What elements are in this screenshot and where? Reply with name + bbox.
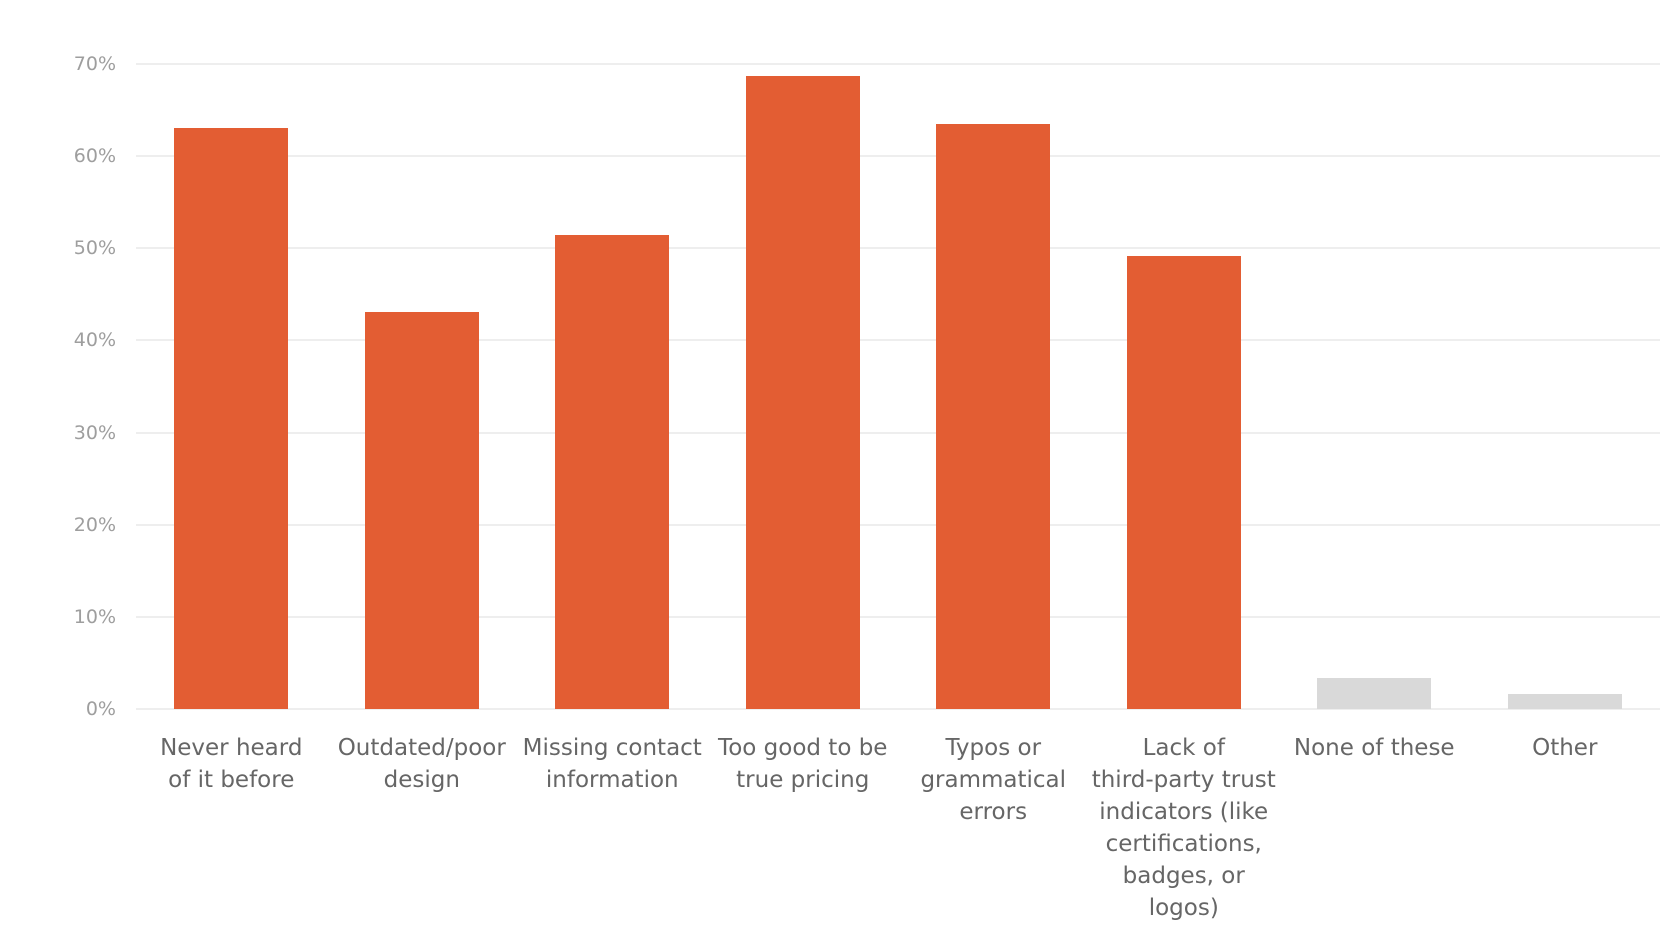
bar[interactable] — [1317, 677, 1432, 709]
bar[interactable] — [555, 235, 670, 709]
x-tick-label: None of these — [1293, 735, 1455, 761]
gridline — [136, 431, 1660, 434]
y-tick-label: 50% — [73, 237, 116, 260]
gridline — [136, 708, 1660, 710]
gridline — [136, 63, 1660, 65]
bar[interactable] — [936, 123, 1051, 709]
x-tick-label: Missing contact information — [522, 735, 702, 793]
y-tick-label: 30% — [73, 421, 116, 444]
gridline — [136, 155, 1660, 158]
bar[interactable] — [745, 75, 860, 709]
x-tick-label: Outdated/poor design — [337, 735, 506, 793]
x-tick-label: Other — [1532, 735, 1598, 761]
gridline — [136, 523, 1660, 526]
gridline — [136, 339, 1660, 342]
x-tick-label: Typos or grammatical errors — [920, 735, 1067, 825]
y-tick-label: 20% — [73, 513, 116, 536]
bar[interactable] — [364, 311, 479, 709]
x-tick-label: Lack of third-party trust indicators (li… — [1091, 735, 1276, 921]
y-tick-label: 10% — [73, 605, 116, 628]
y-tick-label: 40% — [73, 329, 116, 352]
x-tick-label: Too good to be true pricing — [718, 735, 888, 793]
y-tick-label: 60% — [73, 145, 116, 168]
x-tick-label: Never heard of it before — [160, 735, 303, 793]
y-tick-label: 0% — [85, 698, 116, 720]
bar[interactable] — [174, 127, 289, 709]
gridline — [136, 247, 1660, 250]
y-tick-label: 70% — [73, 53, 116, 75]
bar[interactable] — [1507, 694, 1622, 709]
bar[interactable] — [1126, 255, 1241, 709]
gridline — [136, 615, 1660, 618]
